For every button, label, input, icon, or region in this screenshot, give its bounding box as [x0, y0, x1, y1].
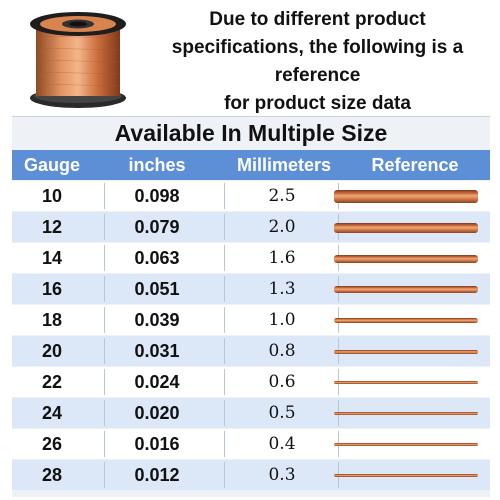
inches-cell: 0.024: [134, 372, 180, 392]
column-divider: [104, 276, 105, 302]
gauge-cell: 12: [41, 217, 63, 237]
note-line: for product size data: [224, 93, 411, 114]
column-divider: [104, 338, 105, 364]
inches-cell: 0.079: [134, 217, 180, 237]
inches-cell: 0.012: [134, 465, 180, 485]
column-divider: [104, 400, 105, 426]
millimeters-cell: 1.3: [268, 279, 296, 299]
column-divider: [224, 462, 225, 488]
gauge-cell: 10: [41, 186, 63, 206]
gauge-cell: 22: [41, 372, 63, 392]
note-line: Due to different product: [209, 9, 426, 30]
copper-wire-sample-icon: [334, 474, 478, 477]
column-divider: [104, 307, 105, 333]
copper-wire-sample-icon: [334, 318, 478, 323]
copper-wire-sample-icon: [334, 381, 478, 384]
inches-cell: 0.031: [134, 341, 180, 361]
column-divider: [224, 183, 225, 209]
millimeters-cell: 2.0: [268, 217, 296, 237]
inches-cell: 0.016: [134, 434, 180, 454]
header-millimeters: Millimeters: [237, 155, 332, 175]
column-divider: [224, 245, 225, 271]
column-divider: [104, 431, 105, 457]
millimeters-cell: 1.0: [268, 310, 296, 330]
table-row: 20 0.031 0.8: [12, 336, 490, 366]
gauge-cell: 24: [41, 403, 63, 423]
header-reference: Reference: [371, 155, 459, 175]
column-divider: [104, 183, 105, 209]
table-title: Available In Multiple Size: [114, 120, 388, 146]
column-divider: [224, 431, 225, 457]
inches-cell: 0.098: [134, 186, 180, 206]
copper-wire-sample-icon: [334, 443, 478, 446]
copper-wire-sample-icon: [334, 254, 478, 263]
gauge-cell: 18: [41, 310, 63, 330]
gauge-cell: 16: [41, 279, 63, 299]
copper-wire-sample-icon: [334, 286, 478, 293]
millimeters-cell: 0.6: [268, 372, 296, 392]
inches-cell: 0.051: [134, 279, 180, 299]
inches-cell: 0.020: [134, 403, 180, 423]
table-row: 10 0.098 2.5: [12, 181, 490, 211]
inches-cell: 0.039: [134, 310, 180, 330]
column-divider: [224, 214, 225, 240]
gauge-cell: 28: [41, 465, 63, 485]
column-divider: [224, 307, 225, 333]
gauge-cell: 14: [41, 248, 63, 268]
millimeters-cell: 0.5: [268, 403, 296, 423]
copper-wire-sample-icon: [334, 412, 478, 415]
column-divider: [224, 400, 225, 426]
inches-cell: 0.063: [134, 248, 180, 268]
header-gauge: Gauge: [23, 155, 80, 175]
copper-wire-spool-icon: [30, 12, 126, 108]
millimeters-cell: 0.8: [268, 341, 296, 361]
copper-wire-sample-icon: [334, 222, 478, 233]
millimeters-cell: 2.5: [268, 186, 296, 206]
millimeters-cell: 1.6: [268, 248, 296, 268]
column-divider: [224, 369, 225, 395]
copper-wire-sample-icon: [334, 190, 478, 203]
copper-wire-sample-icon: [334, 349, 478, 354]
column-divider: [224, 338, 225, 364]
column-divider: [104, 369, 105, 395]
header-inches: inches: [128, 155, 186, 175]
note-line: specifications, the following is a refer…: [171, 37, 464, 86]
column-divider: [104, 214, 105, 240]
reference-note: Due to different product specifications,…: [150, 6, 485, 118]
gauge-cell: 26: [41, 434, 63, 454]
gauge-cell: 20: [41, 341, 63, 361]
table-header: Gauge inches Millimeters Reference: [12, 150, 490, 180]
column-divider: [104, 245, 105, 271]
column-divider: [224, 276, 225, 302]
millimeters-cell: 0.4: [268, 434, 296, 454]
column-divider: [104, 462, 105, 488]
millimeters-cell: 0.3: [268, 465, 296, 485]
